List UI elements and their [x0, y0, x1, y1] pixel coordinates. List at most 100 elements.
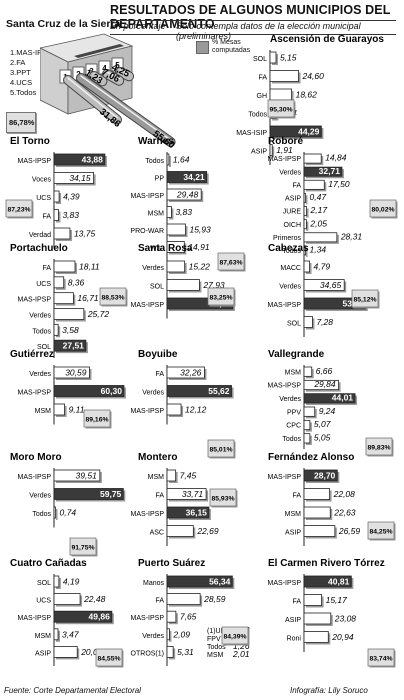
credit-footnote: Infografía: Lily Soruco	[290, 686, 368, 695]
bar-value-label: 34,15	[69, 173, 91, 183]
bar-category-label: FA	[42, 214, 51, 221]
bar-value-label: 60,30	[101, 386, 123, 396]
bar-category-label: MACC	[280, 265, 301, 272]
bar-value-label: 12,12	[185, 405, 207, 415]
bar-value-label: 44,01	[332, 393, 354, 403]
bar	[166, 506, 210, 519]
bar-category-label: FA	[292, 493, 301, 500]
bar-category-label: ASIP	[285, 530, 301, 537]
bar-value-label: 26,59	[338, 526, 361, 536]
bar-value-label: 15,93	[189, 225, 211, 235]
bar-category-label: UCS	[36, 195, 51, 202]
bar-category-label: MAS-IPSP	[268, 474, 302, 481]
bar-value-label: 1,91	[276, 145, 293, 155]
unit-label: En porcentaje	[110, 21, 166, 31]
bar-value-label: 39,51	[76, 471, 98, 481]
bar	[303, 433, 311, 444]
bar	[53, 308, 85, 320]
source-footnote: Fuente: Corte Departamental Electoral	[4, 686, 141, 695]
bar-category-label: OICH	[284, 222, 302, 229]
bar-category-label: MSM	[148, 474, 165, 481]
bar-category-label: MAS-IPSP	[18, 158, 52, 165]
bar-value-label: 8,36	[68, 277, 85, 287]
bar-value-label: 34,21	[183, 172, 205, 182]
mesas-badge-value: 89,16%	[85, 417, 108, 424]
bar-category-label: FA	[155, 493, 164, 500]
bar-value-label: 13,75	[74, 229, 96, 239]
bar	[303, 232, 338, 243]
bar	[166, 171, 208, 183]
bar-category-label: Verdes	[29, 313, 51, 320]
santa-cruz-bar-shine	[93, 73, 104, 81]
bar-value-label: 3,58	[62, 325, 79, 335]
bar-shadow	[306, 221, 309, 231]
legend-label: % Mesas computadas	[212, 39, 251, 54]
bar	[53, 628, 59, 641]
bar-value-label: 34,65	[320, 280, 342, 290]
bar	[303, 206, 307, 217]
santa-cruz-bar-shine	[67, 77, 118, 119]
santa-cruz-bar-fill	[103, 70, 124, 85]
panel-title: Santa Rosa	[138, 243, 193, 254]
bar-value-label: 22,63	[333, 508, 356, 518]
mesas-badge-value: 85,93%	[211, 496, 234, 503]
bar-category-label: Verdes	[142, 633, 164, 640]
bar-category-label: CPC	[286, 423, 301, 430]
bar	[53, 385, 125, 397]
panel-title: Montero	[138, 452, 177, 463]
bar	[53, 366, 90, 379]
mesas-badge	[367, 648, 395, 667]
bar-value-label: 24,60	[302, 71, 325, 81]
bar-value-label: 7,65	[180, 612, 197, 622]
bar-value-label: 49,86	[89, 612, 111, 622]
bar-value-label: 32,71	[319, 166, 341, 176]
bar-value-label: 1,34	[310, 245, 327, 255]
bar-category-label: MAS-IPSP	[131, 302, 165, 309]
bar	[53, 488, 124, 500]
santa-cruz-bar-fill	[77, 74, 175, 146]
santa-cruz-badge: 86,78%	[6, 112, 36, 133]
bar-category-label: MAS-IPSP	[131, 408, 165, 415]
bar-category-label: Todos	[282, 248, 301, 255]
bar-category-label: UCS	[36, 281, 51, 288]
mesas-badge-value: 80,02%	[371, 207, 394, 214]
bar-category-label: FA	[155, 371, 164, 378]
mesas-badge	[5, 199, 33, 218]
panel-fern-ndez-alonso: Fernández Alonso MAS-IPSP 28,70 FA 22,08 MSM 2…	[268, 452, 396, 546]
bar	[166, 206, 172, 218]
bar-value-label: 33,71	[182, 489, 204, 499]
panel-cabezas: CabezasMACC4,79Verdes34,65MAS-IPSP53,28S…	[268, 243, 380, 337]
mesas-badge	[99, 287, 127, 306]
bar	[303, 279, 345, 291]
bar-category-label: Todos	[282, 436, 301, 443]
bar-category-label: MAS-IPSP	[131, 615, 165, 622]
bar-category-label: JURE	[283, 209, 302, 216]
panel-title: El Torno	[10, 136, 50, 147]
bar-value-label: 15,22	[189, 262, 211, 272]
bar-shadow	[306, 208, 309, 218]
bar-value-label: 3,83	[62, 210, 79, 220]
bar-value-label: 5,05	[314, 433, 331, 443]
bar-category-label: Manos	[143, 580, 165, 587]
mesas-badge-value: 84,39%	[223, 634, 246, 641]
bar	[269, 51, 277, 64]
panel-guti-rrez: Gutiérrez Verdes 30,59 MAS-IPSP 60,30 MSM 9,11…	[10, 349, 126, 429]
bar-shadow	[272, 146, 275, 158]
bar-value-label: 20,94	[331, 632, 354, 642]
bar-category-label: MAS-IPSP	[268, 580, 302, 587]
bar-category-label: MSM	[285, 369, 302, 376]
bar-value-label: 15,17	[326, 595, 348, 605]
santa-cruz-bar-shine	[119, 69, 130, 76]
bar-value-label: 7,45	[180, 471, 197, 481]
bar-category-label: FA	[155, 598, 164, 605]
bar	[53, 403, 65, 416]
mesas-badge	[365, 437, 393, 456]
mesas-badge	[369, 199, 397, 218]
mesas-badge-value: 83,74%	[369, 656, 392, 663]
panel-title: El Carmen Rivero Tórrez	[268, 558, 385, 569]
mesas-badge	[83, 409, 111, 428]
bar	[53, 190, 60, 203]
bar-value-label: 36,15	[186, 508, 208, 518]
bar	[166, 646, 174, 658]
